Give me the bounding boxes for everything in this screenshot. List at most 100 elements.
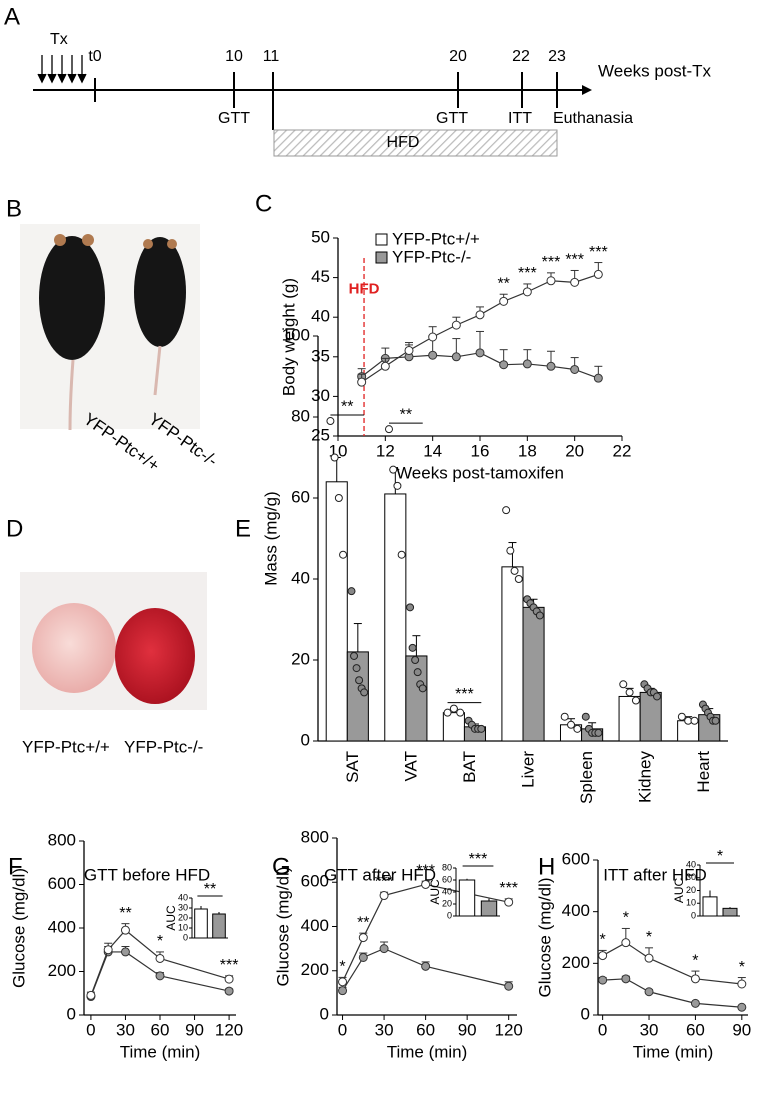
inset-y-label: AUC <box>672 878 686 904</box>
timeline-arrow <box>582 85 592 95</box>
data-point <box>737 1002 747 1012</box>
bar <box>325 481 348 742</box>
data-point <box>477 724 486 733</box>
inset-bar <box>480 900 498 917</box>
x-tick-label: 30 <box>375 1020 394 1039</box>
x-tick-label: 22 <box>613 441 632 460</box>
data-point <box>224 986 234 996</box>
week-label: 10 <box>225 48 243 65</box>
y-tick-label: 0 <box>581 1004 590 1023</box>
x-tick-label: 30 <box>116 1020 135 1039</box>
data-point <box>103 945 113 955</box>
series-line <box>361 273 599 383</box>
data-point <box>619 680 628 689</box>
y-tick-label: 0 <box>67 1004 76 1023</box>
photo-label: YFP-Ptc+/+ <box>22 737 110 756</box>
inset-bar <box>702 896 718 917</box>
y-axis-label: Glucose (mg/dl) <box>273 867 292 987</box>
data-point <box>621 938 631 948</box>
data-point <box>86 990 96 1000</box>
y-tick-label: 20 <box>291 649 310 668</box>
significance-label: ** <box>357 914 369 931</box>
legend-label: YFP-Ptc+/+ <box>392 229 480 248</box>
data-point <box>411 656 420 664</box>
data-point <box>389 465 398 474</box>
y-tick-label: 80 <box>291 406 310 425</box>
data-point <box>449 704 458 713</box>
y-tick-label: 60 <box>291 487 310 506</box>
significance-label: ** <box>400 406 412 423</box>
data-point <box>690 716 699 725</box>
data-point <box>690 998 700 1008</box>
data-point <box>581 712 590 721</box>
data-point <box>120 947 130 957</box>
x-tick-label: 12 <box>376 441 395 460</box>
y-axis-label: Mass (mg/g) <box>261 491 280 585</box>
panel-letter: B <box>6 195 22 222</box>
y-axis-label: Glucose (mg/dl) <box>535 878 554 998</box>
panel-letter: C <box>255 190 272 217</box>
x-axis-label: Time (min) <box>120 1042 201 1061</box>
significance-label: *** <box>499 880 518 897</box>
data-point <box>393 481 402 490</box>
significance-label: *** <box>542 254 561 271</box>
data-point <box>352 664 361 673</box>
significance-label: * <box>600 932 606 949</box>
panel-letter: A <box>4 3 20 30</box>
data-point <box>560 712 569 721</box>
x-axis-label: Time (min) <box>633 1042 714 1061</box>
x-tick-label: 90 <box>458 1020 477 1039</box>
data-point <box>677 712 686 721</box>
legend-label: YFP-Ptc-/- <box>392 247 471 266</box>
data-point <box>594 728 603 737</box>
significance-label: *** <box>469 851 488 868</box>
week-label: 22 <box>512 48 530 65</box>
tx-label: Tx <box>50 31 68 48</box>
y-tick-label: 45 <box>311 267 330 286</box>
y-tick-label: 100 <box>282 325 310 344</box>
data-point <box>570 277 580 287</box>
data-point <box>451 352 461 362</box>
data-point <box>355 676 364 685</box>
significance-label: *** <box>416 862 435 879</box>
data-point <box>502 506 511 515</box>
data-point <box>155 971 165 981</box>
bar <box>522 606 545 742</box>
y-tick-label: 600 <box>301 872 329 891</box>
y-tick-label: 50 <box>311 227 330 246</box>
event-label: Euthanasia <box>553 110 633 127</box>
significance-label: * <box>739 959 745 976</box>
inset-y-tick-label: 60 <box>442 874 452 884</box>
event-label: ITT <box>508 110 532 127</box>
data-point <box>428 332 438 342</box>
chart-title: ITT after HFD <box>603 865 707 884</box>
x-tick-label: 90 <box>185 1020 204 1039</box>
data-point <box>379 891 389 901</box>
inset-y-tick-label: 40 <box>442 886 452 896</box>
inset-y-tick-label: 0 <box>447 910 452 920</box>
data-point <box>644 987 654 997</box>
x-tick-label: BAT <box>460 751 479 783</box>
x-tick-label: Spleen <box>577 751 596 804</box>
data-point <box>379 944 389 954</box>
inset-y-tick-label: 0 <box>183 932 188 942</box>
significance-label: * <box>646 929 652 946</box>
inset-y-tick-label: 20 <box>686 885 696 895</box>
x-tick-label: 0 <box>598 1020 607 1039</box>
x-tick-label: 0 <box>338 1020 347 1039</box>
data-point <box>406 603 415 612</box>
x-tick-label: 16 <box>471 441 490 460</box>
inset-bar <box>194 908 208 939</box>
data-point <box>428 350 438 360</box>
data-point <box>711 716 720 725</box>
data-point <box>690 974 700 984</box>
x-tick-label: 90 <box>732 1020 751 1039</box>
panel-letter: G <box>272 853 291 880</box>
data-point <box>631 696 640 705</box>
chart-title: GTT after HFD <box>324 865 436 884</box>
data-point <box>334 494 343 502</box>
legend-swatch <box>375 233 388 246</box>
x-tick-label: Kidney <box>636 751 655 803</box>
series-line <box>602 978 742 1008</box>
event-label: GTT <box>218 110 250 127</box>
